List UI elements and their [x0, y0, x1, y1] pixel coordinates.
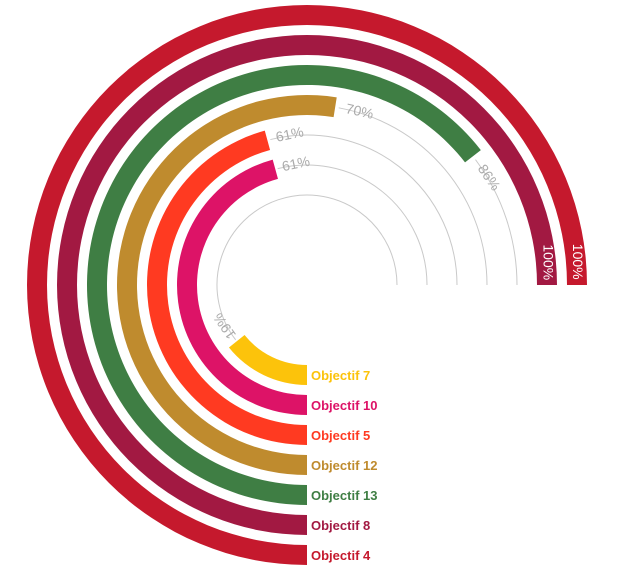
value-label: 100%	[540, 244, 556, 280]
category-label: Objectif 12	[311, 458, 377, 473]
bar-objectif-10[interactable]	[176, 159, 307, 416]
value-label: 70%	[344, 100, 375, 122]
grid-arc	[338, 107, 488, 286]
value-label: 61%	[280, 153, 311, 174]
grid-arc	[277, 164, 428, 286]
category-label: Objectif 4	[311, 548, 371, 563]
bar-objectif-7[interactable]	[228, 335, 307, 385]
category-label: Objectif 7	[311, 368, 370, 383]
category-label: Objectif 13	[311, 488, 377, 503]
grid-layer	[216, 107, 518, 341]
value-label: 61%	[274, 123, 305, 144]
bar-objectif-4[interactable]	[27, 5, 587, 565]
grid-arc	[270, 134, 458, 286]
category-label: Objectif 10	[311, 398, 377, 413]
value-label: 100%	[570, 244, 586, 280]
value-label: 19%	[210, 310, 239, 342]
bar-layer	[27, 5, 587, 565]
bar-objectif-5[interactable]	[147, 130, 307, 445]
category-label: Objectif 5	[311, 428, 370, 443]
category-label: Objectif 8	[311, 518, 370, 533]
value-label: 86%	[475, 161, 504, 193]
grid-arc	[216, 194, 398, 341]
grid-arc	[475, 159, 518, 286]
